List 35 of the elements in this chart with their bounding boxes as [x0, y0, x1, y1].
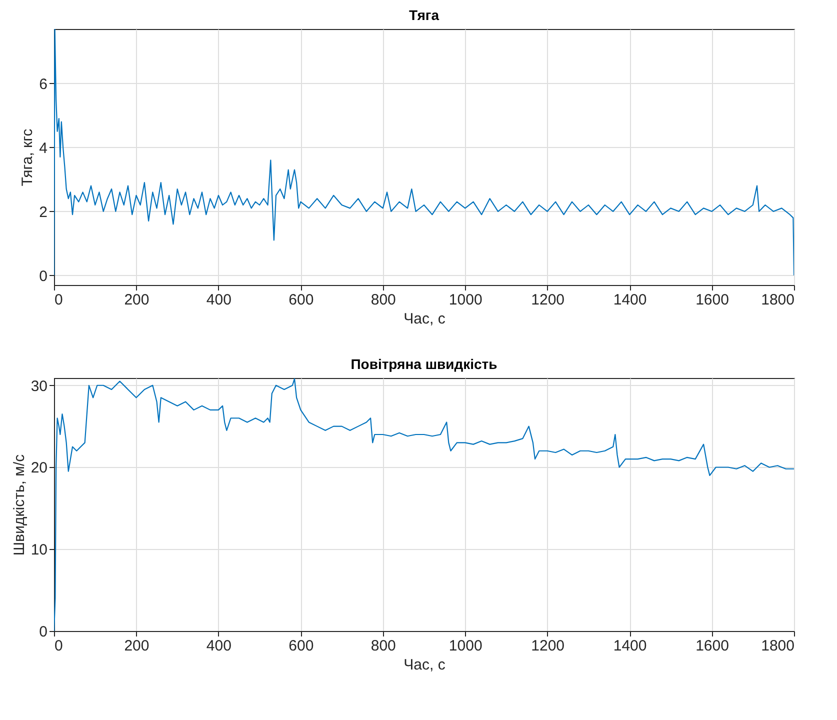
x-tick-label: 1000 [448, 638, 482, 654]
x-tick-label: 1400 [613, 638, 647, 654]
x-tick-label: 1200 [531, 292, 565, 308]
y-tick-label: 10 [30, 542, 48, 559]
x-tick-label: 200 [124, 292, 150, 308]
x-tick-label: 600 [288, 292, 314, 308]
y-tick-label: 6 [39, 76, 48, 93]
x-tick-label: 600 [288, 638, 314, 654]
x-tick-label: 1400 [613, 292, 647, 308]
y-tick-label: 2 [39, 204, 48, 221]
y-tick-label: 0 [39, 624, 48, 640]
x-tick-label: 0 [54, 292, 63, 308]
x-tick-label: 1600 [696, 292, 729, 308]
x-tick-label: 800 [370, 292, 396, 308]
x-tick-label: 400 [206, 638, 232, 654]
y-tick-label: 30 [30, 378, 48, 395]
x-tick-label: 400 [206, 292, 232, 308]
y-tick-label: 0 [39, 268, 48, 285]
x-tick-label: 1200 [531, 638, 565, 654]
x-tick-label: 1800 [761, 638, 794, 654]
x-tick-label: 1000 [448, 292, 482, 308]
x-tick-label: 1800 [761, 292, 794, 308]
x-axis-title: Час, с [404, 310, 446, 328]
y-tick-label: 20 [30, 460, 48, 477]
x-axis-title: Час, с [404, 656, 446, 674]
chart-title: Тяга [409, 7, 440, 23]
chart-title: Повітряна швидкість [350, 356, 498, 372]
x-tick-label: 0 [54, 638, 63, 654]
y-axis-title: Тяга, кгс [19, 128, 36, 186]
y-axis-title: Швидкість, м/с [10, 454, 28, 556]
x-tick-label: 800 [370, 638, 396, 654]
x-tick-label: 1600 [696, 638, 729, 654]
line-series [54, 29, 794, 276]
y-tick-label: 4 [39, 140, 48, 157]
x-tick-label: 200 [124, 638, 150, 654]
